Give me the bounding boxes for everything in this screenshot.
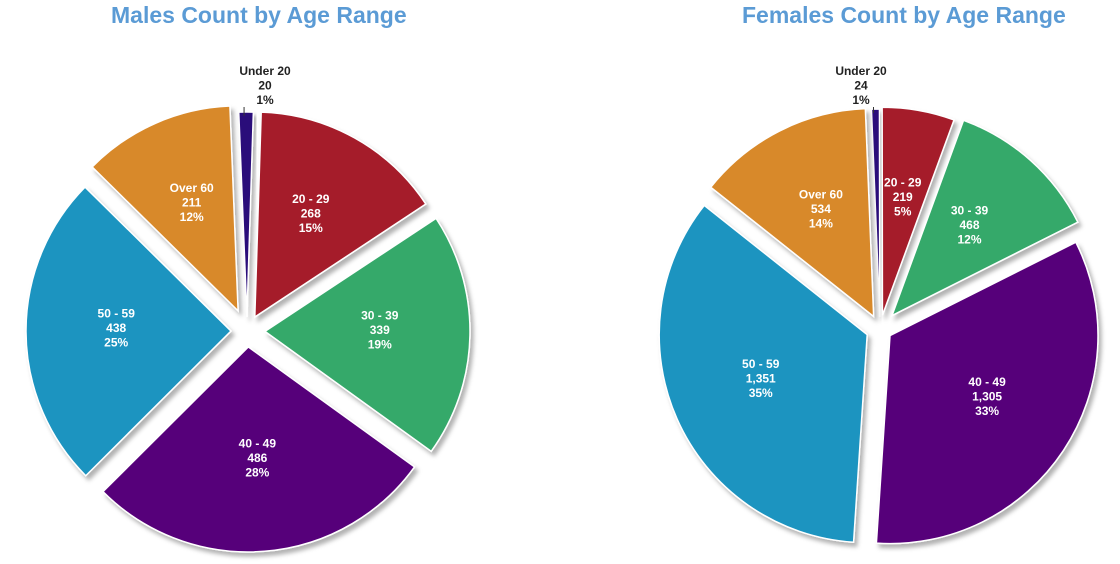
females-pie: Under 20 24 1% 20 - 29 219 5% 30 - 39 468 12% 40 … bbox=[658, 64, 1099, 545]
pie-slice-30-39 bbox=[890, 119, 1079, 318]
slice-label-over-60: Over 60 534 14% bbox=[799, 188, 843, 231]
slice-label-30-39: 30 - 39 468 12% bbox=[951, 204, 989, 247]
pie-slice-under-20 bbox=[237, 111, 255, 318]
slice-label-20-29: 20 - 29 219 5% bbox=[884, 176, 922, 219]
pie-slice-20-29 bbox=[254, 111, 427, 319]
pie-slice-over-60 bbox=[709, 107, 875, 319]
slice-label-40-49: 40 - 49 486 28% bbox=[239, 436, 277, 479]
pie-slice-20-29 bbox=[881, 106, 955, 316]
pie-slice-40-49 bbox=[101, 345, 416, 553]
slice-label-30-39: 30 - 39 339 19% bbox=[361, 309, 399, 352]
slice-label-under-20: Under 20 20 1% bbox=[239, 64, 291, 107]
females-chart-title: Females Count by Age Range bbox=[742, 2, 1066, 28]
males-pie: Under 20 20 1% 20 - 29 268 15% 30 - 39 339 19% 40… bbox=[25, 64, 471, 553]
pie-slice-under-20 bbox=[870, 108, 881, 318]
slice-label-over-60: Over 60 211 12% bbox=[170, 181, 214, 224]
slice-label-50-59: 50 - 59 438 25% bbox=[98, 306, 136, 349]
pie-slice-40-49 bbox=[875, 241, 1099, 545]
pie-slice-30-39 bbox=[263, 217, 471, 453]
slice-label-20-29: 20 - 29 268 15% bbox=[292, 192, 330, 235]
pie-slice-50-59 bbox=[658, 204, 868, 544]
pie-slice-over-60 bbox=[91, 105, 239, 313]
pie-slice-50-59 bbox=[25, 186, 233, 477]
slice-label-40-49: 40 - 49 1,305 33% bbox=[968, 375, 1006, 418]
slice-label-50-59: 50 - 59 1,351 35% bbox=[742, 357, 780, 400]
males-chart-title: Males Count by Age Range bbox=[111, 2, 407, 28]
slice-label-under-20: Under 20 24 1% bbox=[835, 64, 887, 107]
